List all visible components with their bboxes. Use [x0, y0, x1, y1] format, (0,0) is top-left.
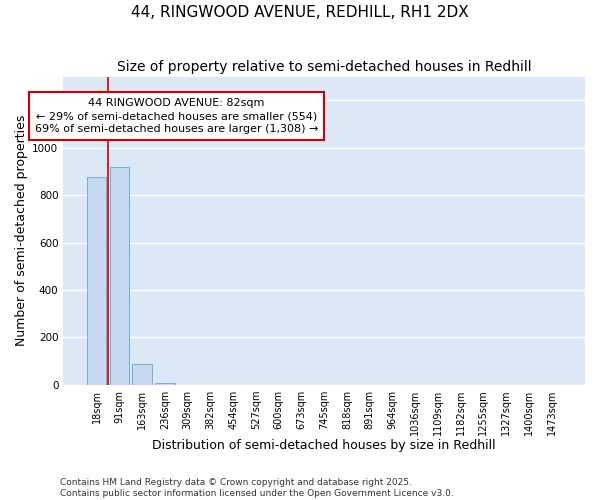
- Text: 44, RINGWOOD AVENUE, REDHILL, RH1 2DX: 44, RINGWOOD AVENUE, REDHILL, RH1 2DX: [131, 5, 469, 20]
- Bar: [87, 178, 106, 385]
- X-axis label: Distribution of semi-detached houses by size in Redhill: Distribution of semi-detached houses by …: [152, 440, 496, 452]
- Y-axis label: Number of semi-detached properties: Number of semi-detached properties: [15, 115, 28, 346]
- Title: Size of property relative to semi-detached houses in Redhill: Size of property relative to semi-detach…: [117, 60, 532, 74]
- Bar: [110, 166, 129, 385]
- Bar: [133, 364, 152, 385]
- Bar: [155, 383, 175, 385]
- Text: Contains HM Land Registry data © Crown copyright and database right 2025.
Contai: Contains HM Land Registry data © Crown c…: [60, 478, 454, 498]
- Text: 44 RINGWOOD AVENUE: 82sqm
← 29% of semi-detached houses are smaller (554)
69% of: 44 RINGWOOD AVENUE: 82sqm ← 29% of semi-…: [35, 98, 318, 134]
